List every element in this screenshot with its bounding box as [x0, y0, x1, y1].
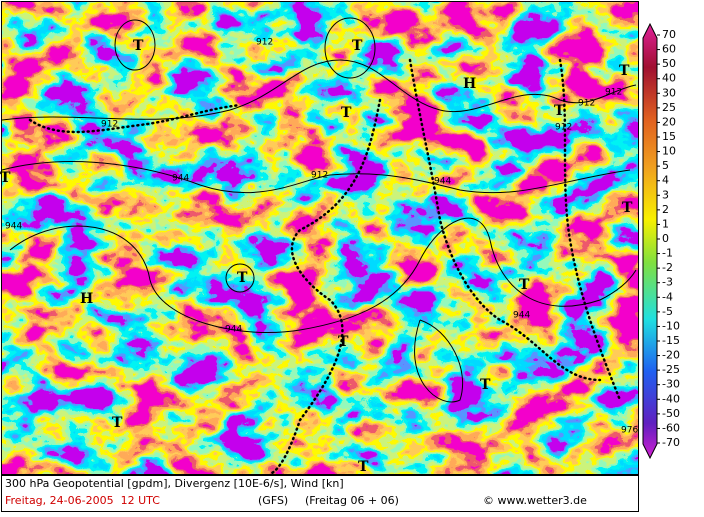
- colorbar-label: -10: [662, 319, 680, 332]
- low-label: T: [554, 103, 565, 119]
- contour-label: 944: [5, 222, 22, 232]
- contour-label: 944: [434, 177, 451, 187]
- colorbar-label: -40: [662, 392, 680, 405]
- low-label: T: [338, 334, 349, 350]
- colorbar-label: 30: [662, 86, 676, 99]
- low-label: T: [0, 170, 11, 186]
- footer-model: (GFS): [258, 494, 288, 507]
- contour-label: 944: [172, 174, 189, 184]
- footer-date: Freitag, 24-06-2005 12 UTC: [5, 494, 160, 507]
- colorbar-label: 5: [662, 159, 669, 172]
- colorbar-label: -20: [662, 349, 680, 362]
- low-label: T: [358, 459, 369, 475]
- colorbar-label: 20: [662, 115, 676, 128]
- footer-description: 300 hPa Geopotential [gpdm], Divergenz […: [5, 477, 344, 490]
- colorbar-label: -70: [662, 436, 680, 449]
- contour: [414, 319, 464, 403]
- colorbar-label: 3: [662, 188, 669, 201]
- contour: [1, 59, 637, 121]
- coastline: [268, 98, 382, 476]
- contour-label: 944: [513, 311, 530, 321]
- low-label: T: [133, 38, 144, 54]
- colorbar-label: -4: [662, 290, 673, 303]
- contour: [225, 263, 255, 293]
- colorbar-label: -5: [662, 305, 673, 318]
- colorbar-label: 2: [662, 203, 669, 216]
- colorbar-label: -30: [662, 378, 680, 391]
- contour-label: 912: [311, 171, 328, 181]
- low-label: T: [352, 38, 363, 54]
- colorbar-label: 10: [662, 145, 676, 158]
- coastline: [408, 58, 602, 382]
- contour-label: 976: [621, 426, 638, 436]
- low-label: T: [480, 377, 491, 393]
- colorbar-label: 40: [662, 72, 676, 85]
- coastline: [28, 103, 242, 134]
- footer: 300 hPa Geopotential [gpdm], Divergenz […: [1, 475, 639, 512]
- colorbar: 706050403025201510543210-1-2-3-4-5-10-15…: [642, 22, 680, 460]
- colorbar-label: -15: [662, 334, 680, 347]
- geopotential-contours: [1, 17, 637, 403]
- colorbar-label: -1: [662, 247, 673, 260]
- footer-box: [1, 475, 639, 512]
- contour: [1, 161, 631, 194]
- colorbar-label: -25: [662, 363, 680, 376]
- high-label: H: [463, 76, 476, 92]
- contour: [324, 17, 376, 79]
- contour-label: 912: [101, 120, 118, 130]
- low-label: T: [237, 270, 248, 286]
- contour-label: 912: [605, 88, 622, 98]
- contour-label: 912: [256, 38, 273, 48]
- contour: [9, 217, 637, 333]
- high-label: H: [80, 291, 93, 307]
- colorbar-scale: [642, 22, 658, 460]
- divergence-field: [2, 2, 638, 474]
- colorbar-label: 60: [662, 43, 676, 56]
- contour: [114, 19, 156, 71]
- colorbar-label: 50: [662, 57, 676, 70]
- low-label: T: [519, 277, 530, 293]
- coastline: [558, 58, 622, 402]
- colorbar-label: 1: [662, 217, 669, 230]
- contour-label: 944: [225, 325, 242, 335]
- low-label: T: [341, 105, 352, 121]
- map-frame: [1, 1, 639, 475]
- map-labels: T T T H T T T T H T T T T T T 912 912 91…: [0, 38, 638, 476]
- low-label: T: [112, 415, 123, 431]
- coastlines: [28, 58, 622, 476]
- colorbar-label: -50: [662, 407, 680, 420]
- low-label: T: [622, 200, 633, 216]
- contour-label: 912: [555, 123, 572, 133]
- colorbar-label: 15: [662, 130, 676, 143]
- colorbar-label: -3: [662, 276, 673, 289]
- colorbar-label: 25: [662, 101, 676, 114]
- colorbar-label: -2: [662, 261, 673, 274]
- footer-run: (Freitag 06 + 06): [305, 494, 399, 507]
- contour-label: 912: [578, 99, 595, 109]
- low-label: T: [619, 63, 630, 79]
- colorbar-label: 4: [662, 174, 669, 187]
- footer-source: © www.wetter3.de: [483, 494, 587, 507]
- colorbar-label: 70: [662, 28, 676, 41]
- colorbar-label: -60: [662, 421, 680, 434]
- colorbar-label: 0: [662, 232, 669, 245]
